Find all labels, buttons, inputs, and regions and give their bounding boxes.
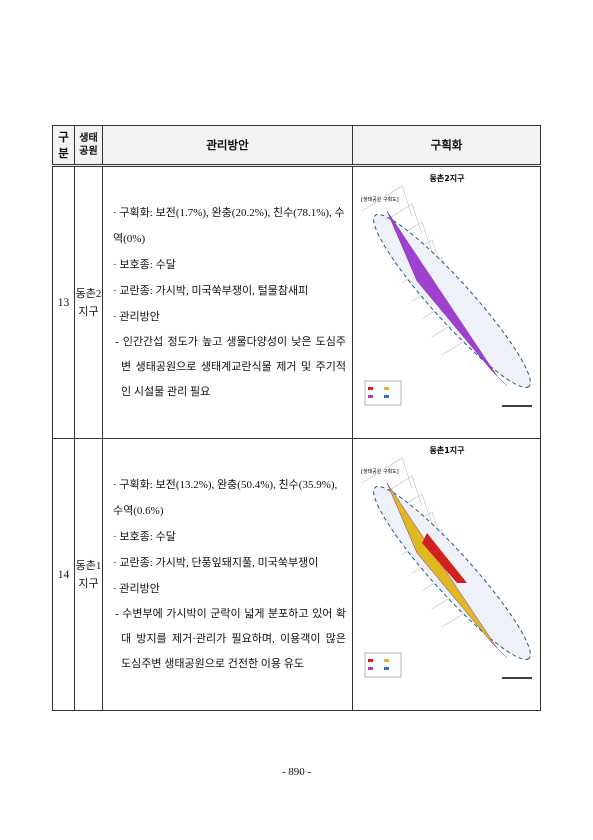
zoning-map: 동촌2지구[생태공원 구획도]	[357, 171, 537, 431]
park-text: 지구	[78, 305, 99, 318]
plan-item: · 교란종: 가시박, 단풍잎돼지풀, 미국쑥부쟁이	[113, 557, 319, 569]
park-text: 지구	[78, 577, 99, 590]
plan-cell: · 구획화: 보전(1.7%), 완충(20.2%), 친수(78.1%), 수…	[102, 165, 353, 439]
legend-swatch	[368, 667, 373, 670]
plan-cell: · 구획화: 보전(13.2%), 완충(50.4%), 친수(35.9%), …	[102, 438, 353, 711]
header-cell: 구획화	[352, 125, 541, 167]
plan-item: · 구획화: 보전(1.7%), 완충(20.2%), 친수(78.1%), 수…	[113, 207, 345, 245]
plan-item: · 관리방안	[113, 583, 160, 595]
park-zone	[386, 210, 508, 387]
header-cell: 관리방안	[102, 125, 353, 167]
plan-item: · 보호종: 수달	[113, 259, 176, 271]
park-name: 동촌1 지구	[74, 438, 103, 711]
park-zone	[386, 482, 508, 659]
header-cell: 구분	[52, 125, 75, 167]
plan-note: - 인간간섭 정도가 높고 생물다양성이 낮은 도심주변 생태공원으로 생태계교…	[115, 336, 346, 398]
plan-note: - 수변부에 가시박이 군락이 넓게 분포하고 있어 확대 방지를 제거·관리가…	[115, 608, 346, 670]
legend-swatch	[384, 667, 389, 670]
legend-swatch	[368, 659, 373, 662]
map-cell: 동촌2지구 [생태공원 구획도]	[352, 165, 541, 439]
legend-swatch	[368, 395, 373, 398]
park-name: 동촌2 지구	[74, 165, 103, 439]
table-row: 14 동촌1 지구 · 구획화: 보전(13.2%), 완충(50.4%), 친수(3…	[52, 438, 541, 711]
map-title: 동촌2지구	[429, 173, 465, 183]
park-zone	[422, 533, 467, 583]
header-text: 생태	[79, 133, 98, 144]
plan-item: · 보호종: 수달	[113, 531, 176, 543]
zoning-map: 동촌1지구[생태공원 구획도]	[357, 443, 537, 703]
legend-swatch	[384, 387, 389, 390]
page-number: - 890 -	[281, 766, 312, 778]
plan-item: · 구획화: 보전(13.2%), 완충(50.4%), 친수(35.9%), …	[113, 479, 338, 517]
park-text: 동촌2	[75, 287, 102, 300]
map-title: 동촌1지구	[429, 445, 465, 455]
plan-item: · 교란종: 가시박, 미국쑥부쟁이, 털물참새피	[113, 285, 309, 297]
map-legend	[364, 652, 402, 678]
park-text: 동촌1	[75, 559, 102, 572]
map-cell: 동촌1지구 [생태공원 구획도]	[352, 438, 541, 711]
map-legend	[364, 380, 402, 406]
row-number: 14	[52, 438, 75, 711]
table-row: 13 동촌2 지구 · 구획화: 보전(1.7%), 완충(20.2%), 친수(78…	[52, 165, 541, 439]
legend-swatch	[384, 659, 389, 662]
row-number: 13	[52, 165, 75, 439]
legend-swatch	[368, 387, 373, 390]
header-text: 공원	[79, 146, 98, 157]
legend-swatch	[384, 395, 389, 398]
plan-item: · 관리방안	[113, 311, 160, 323]
